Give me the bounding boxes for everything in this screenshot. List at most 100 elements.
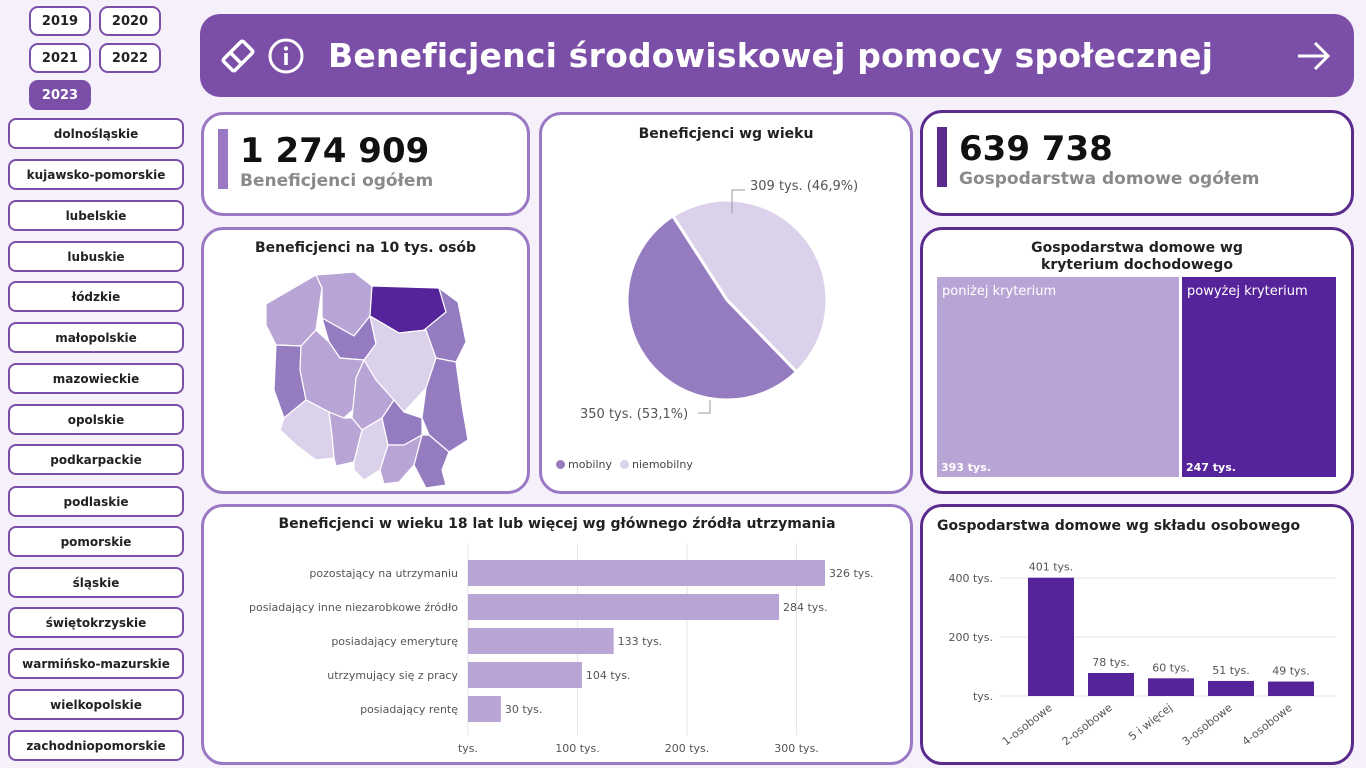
hbar-xtick-label: 300 tys. — [774, 742, 819, 755]
region-button-12[interactable]: świętokrzyskie — [8, 607, 184, 638]
region-button-1[interactable]: kujawsko-pomorskie — [8, 159, 184, 190]
hbar-category-label: posiadający rentę — [360, 703, 458, 716]
treemap-cell-above[interactable]: powyżej kryterium 247 tys. — [1182, 277, 1336, 477]
region-button-0[interactable]: dolnośląskie — [8, 118, 184, 149]
pie-slice-mobilny[interactable] — [625, 213, 799, 402]
region-button-7[interactable]: opolskie — [8, 404, 184, 435]
hbar-category-label: pozostający na utrzymaniu — [309, 567, 458, 580]
hbar-xtick-label: 200 tys. — [665, 742, 710, 755]
hbar-category-label: utrzymujący się z pracy — [327, 669, 458, 682]
hbar-bar[interactable] — [468, 662, 582, 688]
region-button-8[interactable]: podkarpackie — [8, 444, 184, 475]
region-button-13[interactable]: warmińsko-mazurskie — [8, 648, 184, 679]
hbar-title: Beneficjenci w wieku 18 lat lub więcej w… — [278, 516, 836, 532]
hbar-value-label: 133 tys. — [618, 635, 663, 648]
hbar-value-label: 284 tys. — [783, 601, 828, 614]
poland-map[interactable] — [204, 260, 527, 490]
kpi-accent-bar — [937, 127, 947, 187]
vbar-bar[interactable] — [1208, 680, 1254, 696]
vbar-value-label: 60 tys. — [1152, 661, 1190, 674]
kpi-beneficiaries-value: 1 274 909 — [240, 131, 430, 171]
legend-dot — [556, 460, 565, 469]
pie-leader-line — [698, 400, 711, 414]
vbar-ytick-label: 400 tys. — [948, 572, 993, 585]
treemap-cell-value: 247 tys. — [1186, 461, 1236, 474]
region-button-6[interactable]: mazowieckie — [8, 363, 184, 394]
region-button-4[interactable]: łódzkie — [8, 281, 184, 312]
region-button-2[interactable]: lubelskie — [8, 200, 184, 231]
treemap-cell-label: powyżej kryterium — [1187, 284, 1308, 299]
vbar-value-label: 401 tys. — [1029, 561, 1074, 574]
info-icon[interactable] — [266, 36, 306, 76]
vbar-value-label: 49 tys. — [1272, 665, 1310, 678]
vbar-category-label: 3-osobowe — [1180, 701, 1235, 748]
vbar-bar[interactable] — [1088, 672, 1134, 696]
kpi-households-label: Gospodarstwa domowe ogółem — [959, 169, 1260, 189]
year-button-2020[interactable]: 2020 — [99, 6, 161, 36]
age-pie-card: Beneficjenci wg wieku 309 tys. (46,9%) 35… — [539, 112, 913, 494]
vbar-bar[interactable] — [1028, 577, 1074, 696]
map-title: Beneficjenci na 10 tys. osób — [254, 240, 477, 256]
page-header: Beneficjenci środowiskowej pomocy społec… — [200, 14, 1354, 97]
hbar-value-label: 326 tys. — [829, 567, 874, 580]
region-button-5[interactable]: małopolskie — [8, 322, 184, 353]
year-button-2021[interactable]: 2021 — [29, 43, 91, 73]
vbar-value-label: 78 tys. — [1092, 656, 1130, 669]
vbar-title: Gospodarstwa domowe wg składu osobowego — [937, 518, 1301, 534]
hbar-bar[interactable] — [468, 696, 501, 722]
year-button-2019[interactable]: 2019 — [29, 6, 91, 36]
hbar-bar[interactable] — [468, 594, 780, 620]
year-button-2022[interactable]: 2022 — [99, 43, 161, 73]
legend-item-mobilny[interactable]: mobilny — [556, 458, 612, 471]
map-card: Beneficjenci na 10 tys. osób — [201, 227, 530, 494]
vbar-ytick-label: tys. — [973, 690, 993, 703]
hbar-bar[interactable] — [468, 628, 614, 654]
year-button-2023[interactable]: 2023 — [29, 80, 91, 110]
income-source-card: Beneficjenci w wieku 18 lat lub więcej w… — [201, 504, 913, 765]
vbar-category-label: 1-osobowe — [1000, 701, 1055, 748]
eraser-icon[interactable] — [218, 36, 258, 76]
kpi-households-card: 639 738 Gospodarstwa domowe ogółem — [920, 110, 1354, 216]
page-title: Beneficjenci środowiskowej pomocy społec… — [328, 36, 1214, 75]
region-button-10[interactable]: pomorskie — [8, 526, 184, 557]
legend-label: niemobilny — [632, 458, 693, 471]
hbar-category-label: posiadający emeryturę — [331, 635, 458, 648]
hbar-xtick-label: 100 tys. — [555, 742, 600, 755]
treemap-cell-below[interactable]: poniżej kryterium 393 tys. — [937, 277, 1179, 477]
vbar-bar[interactable] — [1268, 681, 1314, 696]
pie-legend: mobilny niemobilny — [556, 458, 693, 471]
hbar-xtick-label: tys. — [458, 742, 478, 755]
treemap-cell-label: poniżej kryterium — [942, 284, 1057, 299]
vbar-ytick-label: 200 tys. — [948, 631, 993, 644]
vbar-category-label: 4-osobowe — [1240, 701, 1295, 748]
income-source-bar-chart: tys. 100 tys. 200 tys. 300 tys. pozostający … — [249, 543, 874, 755]
vbar-bar[interactable] — [1148, 678, 1194, 696]
vbar-category-label: 2-osobowe — [1060, 701, 1115, 748]
kpi-beneficiaries-card: 1 274 909 Beneficjenci ogółem — [201, 112, 530, 216]
hbar-category-label: posiadający inne niezarobkowe źródło — [249, 601, 458, 614]
vbar-value-label: 51 tys. — [1212, 664, 1250, 677]
region-button-14[interactable]: wielkopolskie — [8, 689, 184, 720]
kpi-accent-bar — [218, 129, 228, 189]
arrow-right-icon[interactable] — [1294, 36, 1334, 76]
pie-label-niemobilny: 309 tys. (46,9%) — [750, 179, 858, 194]
region-button-3[interactable]: lubuskie — [8, 241, 184, 272]
kpi-beneficiaries-label: Beneficjenci ogółem — [240, 171, 434, 191]
pie-leader-line — [731, 189, 745, 213]
map-region-podkarpackie[interactable] — [413, 434, 450, 489]
hbar-value-label: 30 tys. — [505, 703, 543, 716]
hbar-bar[interactable] — [468, 560, 825, 586]
region-button-9[interactable]: podlaskie — [8, 486, 184, 517]
pie-label-mobilny: 350 tys. (53,1%) — [580, 407, 688, 422]
household-size-bar-chart: tys. 200 tys. 400 tys. 401 tys. 1-osobowe 78 … — [948, 561, 1336, 748]
legend-dot — [620, 460, 630, 469]
kpi-households-value: 639 738 — [959, 129, 1113, 169]
pie-slice-niemobilny[interactable] — [670, 198, 829, 375]
treemap-cell-value: 393 tys. — [941, 461, 991, 474]
legend-item-niemobilny[interactable]: niemobilny — [620, 458, 693, 471]
pie-title: Beneficjenci wg wieku — [638, 126, 814, 142]
region-button-11[interactable]: śląskie — [8, 567, 184, 598]
region-button-15[interactable]: zachodniopomorskie — [8, 730, 184, 761]
income-treemap-card: Gospodarstwa domowe wg kryterium dochodo… — [920, 227, 1354, 494]
legend-label: mobilny — [568, 458, 613, 471]
